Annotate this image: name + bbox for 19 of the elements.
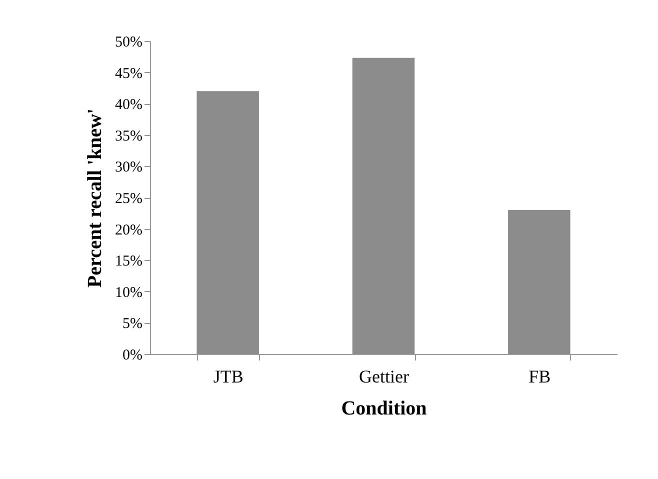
y-tick-label: 45% bbox=[115, 66, 142, 82]
y-axis-title: Percent recall 'knew' bbox=[84, 108, 106, 288]
x-tick-label: Gettier bbox=[359, 366, 409, 386]
bar bbox=[508, 210, 570, 354]
y-tick-label: 35% bbox=[115, 128, 142, 144]
y-tick-label: 50% bbox=[115, 34, 142, 50]
y-tick-label: 5% bbox=[122, 316, 142, 332]
y-tick-label: 15% bbox=[115, 254, 142, 270]
y-tick-label: 40% bbox=[115, 97, 142, 114]
y-tick-label: 20% bbox=[115, 222, 142, 238]
y-tick-label: 0% bbox=[122, 348, 142, 364]
bar bbox=[196, 91, 259, 354]
x-tick-label: JTB bbox=[213, 366, 244, 386]
x-tick-label: FB bbox=[528, 366, 551, 386]
x-axis-title: Condition bbox=[341, 398, 427, 420]
y-tick-label: 25% bbox=[115, 191, 142, 207]
bar bbox=[352, 58, 415, 354]
y-tick-label: 30% bbox=[115, 160, 142, 176]
y-tick-label: 10% bbox=[115, 284, 142, 301]
